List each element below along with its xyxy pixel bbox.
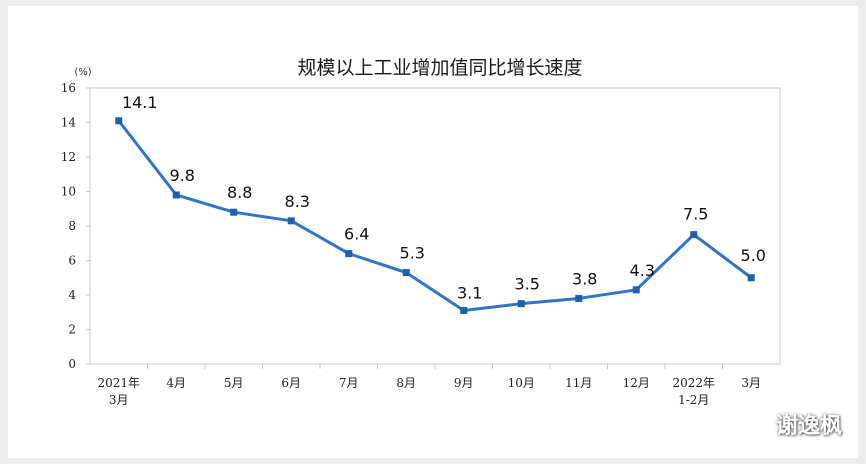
y-tick-label: 2	[68, 323, 76, 337]
data-label: 5.3	[400, 244, 425, 263]
data-point	[402, 269, 410, 277]
data-point	[690, 231, 698, 239]
y-tick-label: 14	[61, 116, 77, 130]
data-label: 5.0	[741, 246, 766, 265]
plot-area-frame	[89, 87, 781, 365]
y-tick-label: 8	[68, 219, 76, 233]
data-label: 9.8	[170, 166, 195, 185]
data-label: 6.4	[344, 225, 369, 244]
data-label: 3.1	[457, 284, 482, 303]
x-tick-label: 2022年	[672, 376, 715, 390]
y-tick-label: 16	[61, 81, 76, 95]
data-point	[230, 208, 238, 216]
data-point	[172, 191, 180, 199]
data-label: 8.3	[285, 192, 310, 211]
y-tick-label: 10	[61, 185, 76, 199]
y-axis: 0 2 4 6 8 10 12 14 16	[61, 81, 90, 371]
x-tick-label: 6月	[281, 376, 301, 390]
x-tick-label: 5月	[224, 376, 244, 390]
x-tick-label: 12月	[623, 376, 650, 390]
data-point	[575, 294, 583, 302]
data-point	[345, 250, 353, 258]
data-point	[632, 286, 640, 294]
data-point	[747, 274, 755, 282]
data-labels: 14.1 9.8 8.8 8.3 6.4 5.3 3.1 3.5 3.8 4.3 7.5 5.0	[122, 93, 766, 303]
data-point	[460, 307, 468, 315]
x-tick-label: 4月	[166, 376, 186, 390]
data-point	[115, 117, 123, 125]
x-tick-label: 8月	[396, 376, 416, 390]
series-line	[117, 119, 753, 313]
chart-card: 规模以上工业增加值同比增长速度 (%) 0 2 4 6 8 10 12 14 16 2021年 3…	[8, 6, 858, 458]
data-label: 4.3	[630, 261, 655, 280]
y-tick-label: 12	[61, 150, 76, 164]
x-tick-label: 2021年	[97, 376, 140, 390]
line-chart: 规模以上工业增加值同比增长速度 (%) 0 2 4 6 8 10 12 14 16 2021年 3…	[61, 57, 781, 407]
data-label: 3.8	[572, 269, 597, 288]
chart-title: 规模以上工业增加值同比增长速度	[297, 57, 582, 79]
y-tick-label: 0	[68, 357, 76, 371]
watermark: 谢逸枫	[775, 414, 842, 439]
data-label: 8.8	[227, 183, 252, 202]
data-label: 7.5	[683, 205, 708, 224]
data-point	[287, 217, 295, 225]
x-tick-label: 11月	[565, 376, 592, 390]
x-tick-label: 10月	[508, 376, 535, 390]
series-growth-rate	[115, 117, 755, 315]
data-point	[517, 300, 525, 308]
x-tick-label: 7月	[339, 376, 359, 390]
y-axis-unit-label: (%)	[74, 67, 91, 78]
x-axis: 2021年 3月 4月 5月 6月 7月 8月 9月 10月 11月 12月 2022年 1-2月 3月	[97, 364, 761, 407]
x-tick-label: 3月	[109, 393, 129, 407]
y-tick-label: 4	[68, 288, 76, 302]
data-label: 14.1	[122, 93, 158, 112]
x-tick-label: 1-2月	[678, 393, 709, 407]
x-tick-label: 3月	[741, 376, 761, 390]
x-tick-label: 9月	[454, 376, 474, 390]
data-label: 3.5	[515, 275, 540, 294]
y-tick-label: 6	[68, 254, 76, 268]
